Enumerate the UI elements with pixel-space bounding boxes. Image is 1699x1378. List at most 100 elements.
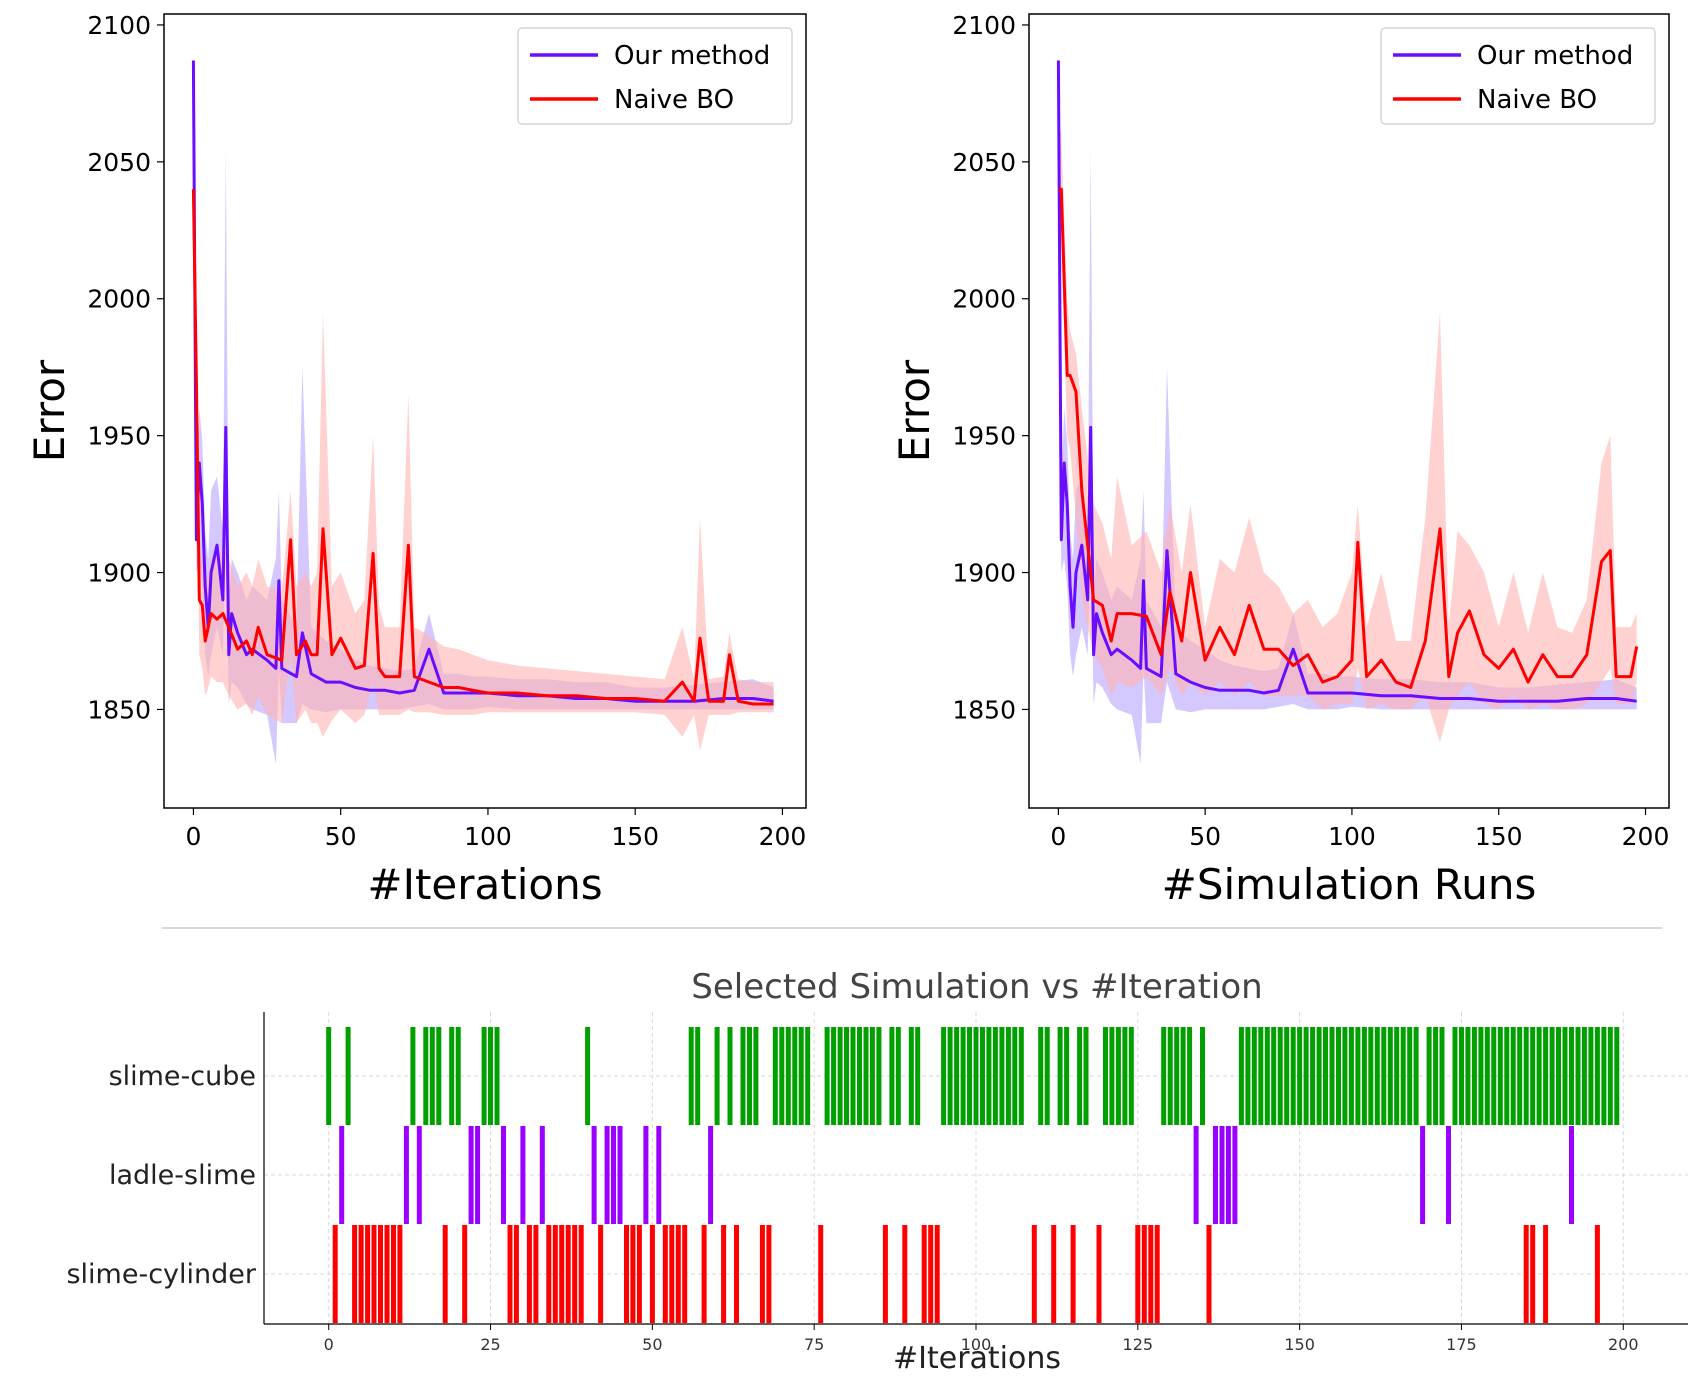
series-band-naive-bo	[1058, 120, 1637, 743]
event-mark-ladle-slime	[617, 1126, 623, 1224]
event-mark-slime-cube	[585, 1027, 591, 1125]
event-mark-ladle-slime	[643, 1126, 649, 1224]
event-mark-slime-cylinder	[734, 1225, 739, 1323]
event-mark-slime-cube	[1264, 1027, 1270, 1125]
event-mark-ladle-slime	[656, 1126, 662, 1224]
event-mark-slime-cylinder	[1141, 1225, 1147, 1323]
event-mark-slime-cube	[1536, 1027, 1542, 1125]
event-mark-slime-cube	[494, 1027, 500, 1125]
event-mark-slime-cube	[1478, 1027, 1484, 1125]
event-mark-ladle-slime	[1569, 1126, 1574, 1224]
event-mark-slime-cube	[805, 1027, 811, 1125]
event-mark-slime-cylinder	[1594, 1225, 1600, 1323]
event-mark-slime-cube	[1161, 1027, 1167, 1125]
event-mark-ladle-slime	[1420, 1126, 1426, 1224]
event-mark-slime-cube	[779, 1027, 785, 1125]
event-mark-slime-cube	[423, 1027, 429, 1125]
x-tick-label: 150	[611, 822, 659, 851]
event-mark-slime-cube	[831, 1027, 837, 1125]
event-mark-slime-cylinder	[882, 1225, 888, 1323]
event-mark-ladle-slime	[520, 1126, 526, 1224]
event-mark-slime-cube	[992, 1027, 998, 1125]
event-mark-slime-cube	[850, 1027, 856, 1125]
event-mark-slime-cube	[1342, 1027, 1348, 1125]
event-mark-slime-cube	[824, 1027, 830, 1125]
event-mark-ladle-slime	[501, 1126, 506, 1224]
event-mark-slime-cylinder	[378, 1225, 383, 1323]
event-mark-slime-cube	[1484, 1027, 1490, 1125]
x-tick-label: 100	[464, 822, 512, 851]
event-mark-slime-cube	[863, 1027, 869, 1125]
event-mark-slime-cube	[1517, 1027, 1523, 1125]
event-mark-ladle-slime	[1225, 1126, 1231, 1224]
event-mark-slime-cube	[1459, 1027, 1464, 1125]
y-tick-label: 2050	[952, 148, 1016, 177]
event-mark-slime-cylinder	[701, 1225, 707, 1323]
event-mark-slime-cube	[1245, 1027, 1251, 1125]
event-mark-slime-cylinder	[598, 1225, 604, 1323]
event-mark-slime-cube	[1465, 1027, 1471, 1125]
x-tick-label: 100	[961, 1335, 992, 1354]
event-mark-slime-cube	[1348, 1027, 1354, 1125]
event-mark-slime-cylinder	[636, 1225, 642, 1323]
event-mark-slime-cube	[1018, 1027, 1024, 1125]
legend-label-naive-bo: Naive BO	[1477, 85, 1597, 115]
event-mark-slime-cylinder	[759, 1225, 765, 1323]
event-mark-slime-cube	[1290, 1027, 1296, 1125]
event-mark-slime-cube	[753, 1027, 759, 1125]
x-tick-label: 200	[1622, 822, 1670, 851]
event-mark-slime-cube	[345, 1027, 351, 1125]
event-mark-slime-cube	[1005, 1027, 1011, 1125]
event-mark-ladle-slime	[1213, 1126, 1218, 1224]
event-mark-slime-cylinder	[1530, 1225, 1536, 1323]
event-mark-slime-cylinder	[462, 1225, 468, 1323]
x-tick-label: 75	[804, 1335, 824, 1354]
event-mark-slime-cube	[772, 1027, 778, 1125]
event-mark-slime-cube	[326, 1027, 332, 1125]
y-tick-label: 1850	[952, 695, 1016, 724]
event-mark-slime-cube	[1044, 1027, 1050, 1125]
event-mark-slime-cylinder	[1148, 1225, 1154, 1323]
event-mark-slime-cube	[455, 1027, 461, 1125]
event-mark-slime-cube	[895, 1027, 901, 1125]
event-mark-ladle-slime	[591, 1126, 597, 1224]
y-tick-label: 2100	[87, 11, 151, 40]
event-mark-slime-cylinder	[384, 1225, 390, 1323]
event-mark-slime-cylinder	[1543, 1225, 1549, 1323]
event-mark-slime-cylinder	[721, 1225, 727, 1323]
event-mark-slime-cube	[1355, 1027, 1361, 1125]
event-mark-slime-cylinder	[371, 1225, 377, 1323]
y-tick-label: 2000	[87, 285, 151, 314]
event-mark-slime-cylinder	[578, 1225, 584, 1323]
x-tick-label: 50	[1189, 822, 1221, 851]
category-label-ladle-slime: ladle-slime	[109, 1160, 256, 1191]
x-tick-label: 25	[480, 1335, 500, 1354]
y-tick-label: 1950	[87, 422, 151, 451]
event-mark-slime-cube	[1271, 1027, 1277, 1125]
event-mark-slime-cube	[1109, 1027, 1115, 1125]
event-mark-slime-cylinder	[546, 1225, 552, 1323]
event-mark-slime-cube	[1187, 1027, 1193, 1125]
event-mark-slime-cube	[889, 1027, 895, 1125]
event-mark-slime-cylinder	[766, 1225, 772, 1323]
event-mark-slime-cube	[798, 1027, 804, 1125]
event-mark-slime-cylinder	[559, 1225, 565, 1323]
event-mark-slime-cube	[986, 1027, 992, 1125]
event-mark-slime-cube	[954, 1027, 960, 1125]
event-mark-slime-cube	[1238, 1027, 1244, 1125]
event-mark-slime-cylinder	[818, 1225, 824, 1323]
chart-iterations: 0 50 100 150 200 1850 1900 1950 2000 2050 2100 #Ite…	[25, 11, 807, 909]
category-label-slime-cube: slime-cube	[109, 1061, 256, 1092]
event-mark-slime-cube	[1258, 1027, 1264, 1125]
event-mark-slime-cube	[488, 1027, 493, 1125]
event-mark-ladle-slime	[611, 1126, 616, 1224]
event-mark-slime-cylinder	[928, 1225, 934, 1323]
event-mark-slime-cube	[1387, 1027, 1393, 1125]
event-mark-slime-cylinder	[365, 1225, 371, 1323]
event-mark-slime-cube	[727, 1027, 733, 1125]
event-mark-slime-cube	[960, 1027, 966, 1125]
event-mark-ladle-slime	[416, 1126, 422, 1224]
event-mark-slime-cube	[1407, 1027, 1413, 1125]
event-mark-slime-cube	[1277, 1027, 1283, 1125]
